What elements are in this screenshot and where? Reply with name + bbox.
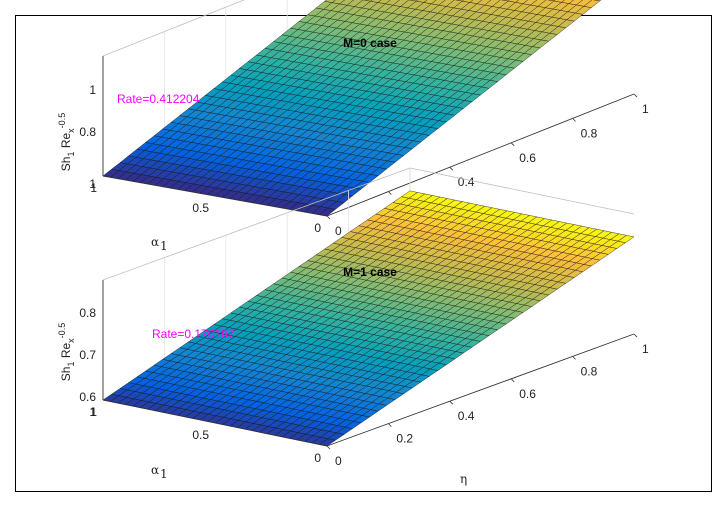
surface-cell — [469, 0, 483, 4]
axes-box — [102, 56, 635, 217]
surface-cell — [507, 0, 519, 3]
eta-tick — [572, 356, 576, 360]
eta-tick-label: 0.2 — [396, 432, 413, 446]
surface-cell — [438, 0, 455, 7]
back-edge — [102, 0, 246, 57]
alpha-tick-label: 0 — [314, 451, 321, 465]
axis-line — [326, 333, 635, 447]
alpha-tick-label: 1 — [90, 405, 97, 419]
eta-tick-label: 1 — [642, 102, 649, 116]
z-tick-label: 1 — [89, 177, 96, 191]
eta-tick-label: 0.8 — [581, 364, 598, 378]
eta-tick — [633, 93, 638, 98]
eta-tick — [326, 445, 331, 450]
eta-axis-label: η — [460, 472, 467, 486]
surface-cell — [346, 0, 364, 7]
chart-title: M=0 case — [343, 36, 397, 50]
surface-mesh — [102, 190, 635, 447]
eta-tick — [510, 142, 515, 147]
surface-cell — [339, 0, 355, 6]
eta-tick-label: 0.8 — [581, 126, 598, 140]
z-axis-label: Sh1 Rex-0.5 — [57, 113, 76, 171]
surface-cell — [593, 0, 602, 2]
svg-text:1: 1 — [160, 239, 168, 253]
surface-cell — [363, 0, 373, 2]
surface-cell — [461, 0, 474, 3]
surface-cell — [415, 0, 428, 3]
svg-text:α: α — [151, 235, 159, 249]
axis-line — [102, 175, 328, 217]
surface-cell — [455, 0, 464, 2]
eta-tick-label: 0.6 — [519, 387, 536, 401]
eta-tick — [572, 118, 576, 122]
eta-tick — [388, 191, 392, 195]
eta-tick-label: 1 — [642, 342, 649, 356]
z-axis-label: Sh1 Rex-0.5 — [57, 323, 76, 381]
surface-cell — [385, 0, 400, 6]
eta-tick-label: 0.4 — [458, 409, 475, 423]
axis-line — [326, 93, 635, 217]
surface-cell — [522, 0, 538, 6]
back-edge — [102, 167, 411, 281]
surface-cell — [501, 0, 510, 2]
z-tick-label: 0.8 — [79, 306, 96, 320]
eta-tick-label: 0 — [335, 224, 342, 238]
chart-title: M=1 case — [343, 265, 397, 279]
surface-cell — [515, 0, 529, 4]
eta-tick — [449, 166, 454, 171]
eta-tick-label: 0.6 — [519, 151, 536, 165]
surface-cell — [530, 0, 547, 7]
rate-annotation: Rate=0.412204 — [117, 92, 200, 106]
surface-cell — [408, 0, 419, 2]
axes-box — [102, 280, 635, 447]
eta-tick-label: 0 — [335, 454, 342, 468]
surface-cell — [561, 0, 574, 4]
axis-line — [102, 399, 328, 447]
surface-cell — [423, 0, 437, 5]
alpha-tick-label: 0.5 — [192, 428, 209, 442]
surface-cell — [547, 0, 556, 2]
alpha-axis-label: α 1 — [151, 235, 168, 253]
surface-cell — [553, 0, 565, 3]
surface-cell — [430, 0, 446, 6]
alpha-tick-label: 0 — [314, 221, 321, 235]
eta-tick — [449, 400, 454, 405]
surface-cell — [484, 0, 501, 7]
eta-tick-label: 0.4 — [458, 175, 475, 189]
alpha-tick-label: 1 — [90, 181, 97, 195]
eta-tick — [388, 423, 392, 427]
z-tick-label: 0.8 — [79, 125, 96, 139]
eta-tick — [326, 215, 331, 220]
back-edge — [409, 167, 635, 215]
surface-cell — [377, 0, 391, 5]
z-tick-label: 0.6 — [79, 390, 96, 404]
eta-tick — [633, 333, 638, 338]
surface-cell — [575, 0, 593, 7]
alpha-tick-label: 0.5 — [192, 201, 209, 215]
eta-tick — [510, 378, 515, 383]
surface-mesh — [102, 0, 602, 217]
svg-text:1: 1 — [160, 467, 168, 481]
surface-cell — [568, 0, 584, 6]
surface-cell — [617, 235, 635, 243]
svg-text:α: α — [151, 463, 159, 477]
surface-cell — [331, 0, 345, 5]
z-tick-label: 0.7 — [79, 348, 96, 362]
z-tick-label: 1 — [89, 405, 96, 419]
alpha-axis-label: α 1 — [151, 463, 168, 481]
z-tick-label: 1 — [89, 83, 96, 97]
rate-annotation: Rate=0.170187 — [152, 327, 235, 341]
surface-cell — [476, 0, 492, 6]
surface-cell — [392, 0, 410, 7]
